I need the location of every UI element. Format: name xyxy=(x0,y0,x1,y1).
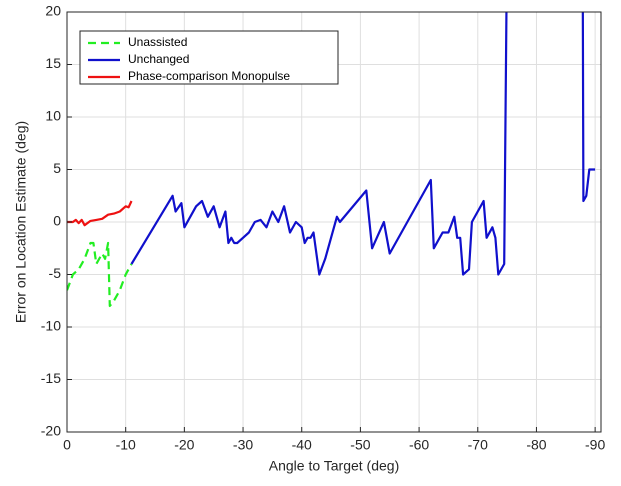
x-tick-label: -80 xyxy=(526,437,546,453)
x-tick-label: -30 xyxy=(233,437,253,453)
y-tick-label: 15 xyxy=(45,55,61,71)
y-tick-label: -20 xyxy=(41,423,61,439)
legend: Unassisted Unchanged Phase-comparison Mono… xyxy=(79,30,339,85)
y-axis-label: Error on Location Estimate (deg) xyxy=(13,121,29,323)
x-tick-label: -40 xyxy=(292,437,312,453)
series-line xyxy=(67,241,133,308)
legend-label: Unassisted xyxy=(128,35,187,49)
x-tick-label: 0 xyxy=(63,437,71,453)
x-tick-label: -60 xyxy=(409,437,429,453)
legend-label: Unchanged xyxy=(128,52,189,66)
x-tick-label: -50 xyxy=(350,437,370,453)
legend-label: Phase-comparison Monopulse xyxy=(128,69,290,83)
series-line xyxy=(130,12,596,276)
y-tick-label: 0 xyxy=(53,213,61,229)
x-tick-label: -10 xyxy=(116,437,136,453)
x-tick-label: -90 xyxy=(585,437,605,453)
series-line xyxy=(67,200,133,227)
y-tick-label: -15 xyxy=(41,370,61,386)
x-axis-label: Angle to Target (deg) xyxy=(269,458,400,474)
y-tick-label: 5 xyxy=(53,160,61,176)
y-tick-label: -5 xyxy=(49,265,62,281)
y-tick-label: 20 xyxy=(45,3,61,19)
legend-box xyxy=(79,30,339,85)
y-tick-label: -10 xyxy=(41,318,61,334)
x-tick-label: -20 xyxy=(174,437,194,453)
x-tick-label: -70 xyxy=(468,437,488,453)
y-tick-label: 10 xyxy=(45,108,61,124)
